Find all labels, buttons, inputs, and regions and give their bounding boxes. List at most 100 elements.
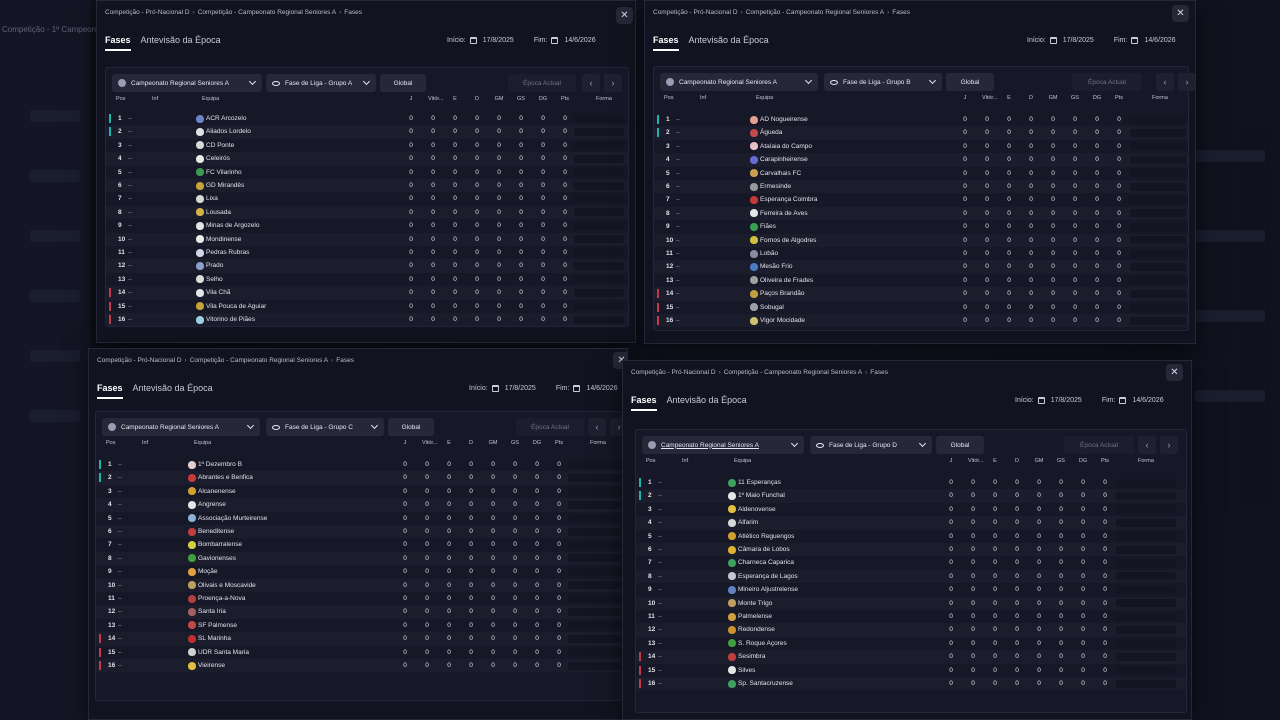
column-header[interactable]: Vitór...	[428, 96, 444, 102]
team-name[interactable]: Celeirós	[206, 155, 230, 163]
team-name[interactable]: Lixa	[206, 195, 218, 203]
table-row[interactable]: 9– Minas de Argozelo 0 0 0 0 0 0 0 0	[106, 219, 628, 232]
team-name[interactable]: Charneca Caparica	[738, 559, 795, 567]
team-name[interactable]: Vila Pouca de Aguiar	[206, 302, 267, 310]
table-row[interactable]: 12– Mesão Frio 0 0 0 0 0 0 0 0	[654, 260, 1188, 274]
column-header[interactable]: Inf	[682, 458, 689, 464]
table-row[interactable]: 12– Redondense 0 0 0 0 0 0 0 0	[636, 623, 1186, 637]
column-header[interactable]: Equipa	[202, 96, 220, 102]
global-button[interactable]: Global	[380, 74, 426, 92]
team-name[interactable]: Proença-a-Nova	[198, 595, 246, 602]
season-button[interactable]: Época Actual	[1064, 436, 1134, 454]
team-name[interactable]: Ermesinde	[760, 183, 792, 190]
column-header[interactable]: Inf	[142, 440, 149, 446]
tab-fases[interactable]: Fases	[97, 383, 123, 399]
table-row[interactable]: 13– Selho 0 0 0 0 0 0 0 0	[106, 273, 628, 286]
column-header[interactable]: GM	[488, 440, 498, 446]
column-header[interactable]: Vitór...	[982, 95, 998, 101]
team-name[interactable]: Águeda	[760, 129, 783, 137]
column-header[interactable]: DG	[1078, 458, 1088, 464]
team-name[interactable]: Gavionenses	[198, 554, 236, 562]
team-name[interactable]: Ataíaia do Campo	[760, 142, 813, 150]
column-header[interactable]: Pos	[646, 458, 656, 464]
team-name[interactable]: Esperança Coimbra	[760, 196, 818, 204]
team-name[interactable]: Paços Brandão	[760, 290, 805, 298]
column-header[interactable]: D	[469, 440, 473, 446]
stage-dropdown[interactable]: Fase de Liga - Grupo B	[824, 73, 942, 91]
team-name[interactable]: UDR Santa Maria	[198, 648, 249, 656]
column-header[interactable]: Forma	[596, 96, 612, 102]
table-row[interactable]: 11– Proença-a-Nova 0 0 0 0 0 0 0 0	[96, 592, 622, 605]
table-row[interactable]: 5– Atlético Reguengos 0 0 0 0 0 0 0 0	[636, 530, 1186, 543]
team-name[interactable]: Mesão Frio	[760, 263, 793, 271]
team-name[interactable]: Silves	[738, 666, 756, 674]
team-name[interactable]: Atlético Reguengos	[738, 532, 795, 540]
column-header[interactable]: Inf	[152, 96, 159, 102]
breadcrumb-item[interactable]: Competição - Pró-Nacional D	[97, 357, 182, 364]
team-name[interactable]: Abrantes e Benfica	[198, 474, 253, 482]
competition-dropdown[interactable]: Campeonato Regional Seniores A	[102, 418, 260, 436]
team-name[interactable]: Sobugal	[760, 303, 784, 311]
table-row[interactable]: 13– S. Roque Açores 0 0 0 0 0 0 0 0	[636, 637, 1186, 650]
breadcrumb-item[interactable]: Competição - Campeonato Regional Seniore…	[197, 9, 337, 16]
table-row[interactable]: 11– Pedras Rubras 0 0 0 0 0 0 0 0	[106, 246, 628, 259]
team-name[interactable]: Monte Trigo	[738, 599, 773, 607]
global-button[interactable]: Global	[936, 436, 984, 454]
team-name[interactable]: FC Vilarinho	[206, 168, 242, 176]
team-name[interactable]: Mondinense	[206, 235, 242, 243]
team-name[interactable]: GD Mirandês	[206, 182, 245, 189]
global-button[interactable]: Global	[946, 73, 994, 91]
column-header[interactable]: GM	[1048, 95, 1058, 101]
tab-fases[interactable]: Fases	[105, 35, 131, 51]
close-button[interactable]: ✕	[1166, 364, 1183, 381]
table-row[interactable]: 3– CD Ponte 0 0 0 0 0 0 0 0	[106, 139, 628, 152]
table-row[interactable]: 16– Vieirense 0 0 0 0 0 0 0 0	[96, 659, 622, 673]
column-header[interactable]: GS	[1071, 95, 1079, 101]
table-row[interactable]: 2– Aliados Lordelo 0 0 0 0 0 0 0 0	[106, 125, 628, 139]
column-header[interactable]: D	[475, 96, 479, 102]
table-row[interactable]: 16– Vigor Mocidade 0 0 0 0 0 0 0 0	[654, 314, 1188, 328]
table-row[interactable]: 8– Ferreira de Aves 0 0 0 0 0 0 0 0	[654, 206, 1188, 221]
team-name[interactable]: Sesimbra	[738, 653, 766, 661]
table-row[interactable]: 4– Celeirós 0 0 0 0 0 0 0 0	[106, 152, 628, 166]
previous-button[interactable]: ‹	[1156, 73, 1174, 91]
team-name[interactable]: AD Nogueirense	[760, 116, 808, 123]
team-name[interactable]: Angrense	[198, 501, 226, 509]
column-header[interactable]: Pos	[116, 96, 126, 102]
table-row[interactable]: 6– Beneditense 0 0 0 0 0 0 0 0	[96, 525, 622, 539]
tab-fases[interactable]: Fases	[653, 35, 679, 51]
team-name[interactable]: Ferreira de Aves	[760, 209, 808, 217]
stage-dropdown[interactable]: Fase de Liga - Grupo D	[810, 436, 932, 454]
next-button[interactable]: ›	[604, 74, 622, 92]
team-name[interactable]: 1º Dezembro B	[198, 461, 242, 468]
column-header[interactable]: DG	[532, 440, 542, 446]
team-name[interactable]: 11 Esperanças	[738, 479, 781, 486]
column-header[interactable]: GS	[511, 440, 519, 446]
column-header[interactable]: Pos	[106, 440, 116, 446]
table-row[interactable]: 10– Monte Trigo 0 0 0 0 0 0 0 0	[636, 596, 1186, 610]
previous-button[interactable]: ‹	[1138, 436, 1156, 454]
team-name[interactable]: Carapinheirense	[760, 156, 808, 164]
column-header[interactable]: Pos	[664, 95, 674, 101]
column-header[interactable]: Forma	[1152, 95, 1168, 101]
team-name[interactable]: Minas de Argozelo	[206, 222, 260, 230]
team-name[interactable]: Oliveira de Frades	[760, 276, 814, 284]
column-header[interactable]: Pts	[555, 440, 563, 446]
breadcrumb-item[interactable]: Competição - Pró-Nacional D	[105, 9, 190, 16]
team-name[interactable]: Mineiro Aljustrelense	[738, 586, 798, 594]
team-name[interactable]: SF Palmense	[198, 621, 238, 629]
tab-antevisao[interactable]: Antevisão da Época	[688, 35, 769, 45]
stage-dropdown[interactable]: Fase de Liga - Grupo C	[266, 418, 384, 436]
team-name[interactable]: Sp. Santacruzense	[738, 680, 793, 687]
column-header[interactable]: GS	[1057, 458, 1065, 464]
column-header[interactable]: DG	[538, 96, 548, 102]
column-header[interactable]: Equipa	[756, 95, 774, 101]
column-header[interactable]: E	[447, 440, 451, 446]
column-header[interactable]: Vitór...	[968, 458, 984, 464]
column-header[interactable]: J	[963, 95, 967, 101]
column-header[interactable]: Pts	[561, 96, 569, 102]
previous-button[interactable]: ‹	[588, 418, 606, 436]
table-row[interactable]: 14– Sesimbra 0 0 0 0 0 0 0 0	[636, 650, 1186, 664]
team-name[interactable]: Lousada	[206, 208, 231, 216]
table-row[interactable]: 10– Fornos de Algodres 0 0 0 0 0 0 0 0	[654, 233, 1188, 247]
